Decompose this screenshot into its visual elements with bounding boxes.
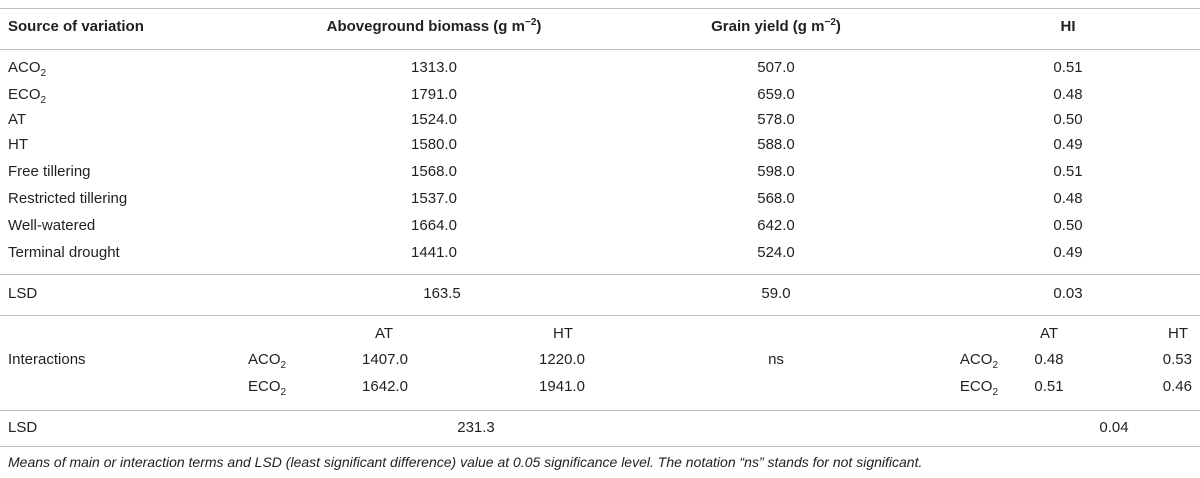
interaction-hi-ht: 0.46 [1162, 378, 1192, 395]
row-hi: 0.49 [1053, 136, 1083, 153]
row-hi: 0.51 [1053, 59, 1083, 76]
interactions-label: Interactions [8, 351, 86, 368]
row-grain: 524.0 [757, 244, 795, 261]
row-grain: 598.0 [757, 163, 795, 180]
interaction-hi-at: 0.48 [1034, 351, 1064, 368]
row-label: ECO2 [8, 86, 47, 106]
row-hi: 0.48 [1053, 190, 1083, 207]
row-hi: 0.48 [1053, 86, 1083, 103]
row-biomass: 1537.0 [411, 190, 457, 207]
interaction-hi-col-ht: HT [1168, 325, 1188, 342]
interaction-hi-col-at: AT [1039, 325, 1059, 342]
interaction-biomass-ht: 1220.0 [539, 351, 585, 368]
header-rule [0, 49, 1200, 50]
lsd2-rule [0, 410, 1200, 411]
top-rule [0, 8, 1200, 9]
header-grain-exp: −2 [824, 17, 836, 28]
row-grain: 588.0 [757, 136, 795, 153]
lsd2-hi: 0.04 [1099, 419, 1129, 436]
interaction-grain-ns: ns [768, 351, 784, 368]
lsd2-label: LSD [8, 419, 38, 436]
lsd-grain: 59.0 [761, 285, 791, 302]
row-biomass: 1313.0 [411, 59, 457, 76]
interaction-hi-at: 0.51 [1034, 378, 1064, 395]
row-grain: 659.0 [757, 86, 795, 103]
row-biomass: 1791.0 [411, 86, 457, 103]
header-source: Source of variation [8, 17, 144, 37]
header-grain-text: Grain yield (g m [711, 18, 825, 35]
interaction-biomass-at: 1407.0 [362, 351, 408, 368]
row-biomass: 1580.0 [411, 136, 457, 153]
row-biomass: 1664.0 [411, 217, 457, 234]
interaction-hi-ht: 0.53 [1162, 351, 1192, 368]
row-hi: 0.51 [1053, 163, 1083, 180]
row-hi: 0.50 [1053, 111, 1083, 128]
row-hi: 0.50 [1053, 217, 1083, 234]
lsd-hi: 0.03 [1053, 285, 1083, 302]
header-biomass-close: ) [536, 18, 542, 35]
header-biomass-text: Aboveground biomass (g m [326, 18, 525, 35]
bottom-rule [0, 446, 1200, 447]
row-label: Terminal drought [8, 244, 120, 261]
interaction-biomass-ht: 1941.0 [539, 378, 585, 395]
header-hi-text: HI [1060, 18, 1076, 35]
row-grain: 578.0 [757, 111, 795, 128]
row-label: Free tillering [8, 163, 91, 180]
header-hi: HI [1061, 17, 1076, 37]
row-label: ACO2 [8, 59, 47, 79]
row-grain: 642.0 [757, 217, 795, 234]
interaction-hi-row-label: ECO2 [959, 378, 998, 398]
row-biomass: 1524.0 [411, 111, 457, 128]
header-grain: Grain yield (g m−2) [711, 17, 841, 37]
row-biomass: 1441.0 [411, 244, 457, 261]
row-label: Well-watered [8, 217, 96, 234]
row-label: HT [8, 136, 28, 153]
table-footnote: Means of main or interaction terms and L… [8, 454, 923, 470]
header-biomass: Aboveground biomass (g m−2) [327, 17, 542, 37]
row-grain: 568.0 [757, 190, 795, 207]
interactions-rule [0, 315, 1200, 316]
interaction-biomass-at: 1642.0 [362, 378, 408, 395]
interaction-row-label: ACO2 [248, 351, 287, 371]
row-grain: 507.0 [757, 59, 795, 76]
row-biomass: 1568.0 [411, 163, 457, 180]
row-hi: 0.49 [1053, 244, 1083, 261]
header-grain-close: ) [835, 18, 841, 35]
lsd-rule [0, 274, 1200, 275]
interaction-col-ht: HT [553, 325, 573, 342]
interaction-row-label: ECO2 [248, 378, 287, 398]
interaction-col-at: AT [374, 325, 394, 342]
row-label: Restricted tillering [8, 190, 128, 207]
row-label: AT [8, 111, 27, 128]
header-source-text: Source of variation [8, 18, 144, 35]
lsd2-biomass: 231.3 [457, 419, 495, 436]
lsd-biomass: 163.5 [423, 285, 461, 302]
interaction-hi-row-label: ACO2 [959, 351, 998, 371]
header-biomass-exp: −2 [524, 17, 537, 28]
lsd-label: LSD [8, 285, 38, 302]
